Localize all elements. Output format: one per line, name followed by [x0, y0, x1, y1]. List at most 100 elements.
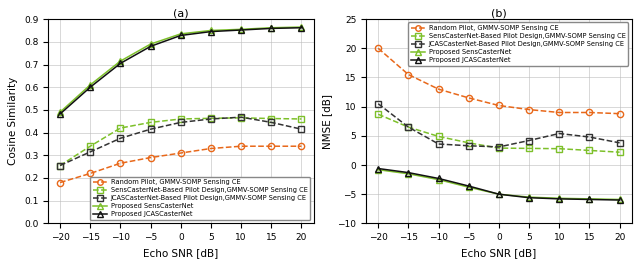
- Proposed SensCasterNet: [586, 197, 593, 201]
- JCASCasterNet-Based Pilot Design,GMMV-SOMP Sensing CE: [616, 141, 623, 144]
- JCASCasterNet-Based Pilot Design,GMMV-SOMP Sensing CE: [237, 115, 245, 119]
- Proposed JCASCasterNet: [525, 196, 533, 199]
- SensCasterNet-Based Pilot Design,GMMV-SOMP Sensing CE: [116, 126, 124, 130]
- SensCasterNet-Based Pilot Design,GMMV-SOMP Sensing CE: [435, 135, 442, 138]
- JCASCasterNet-Based Pilot Design,GMMV-SOMP Sensing CE: [435, 142, 442, 146]
- Proposed SensCasterNet: [56, 111, 64, 114]
- Line: SensCasterNet-Based Pilot Design,GMMV-SOMP Sensing CE: SensCasterNet-Based Pilot Design,GMMV-SO…: [57, 115, 305, 169]
- Proposed JCASCasterNet: [237, 28, 245, 32]
- Proposed SensCasterNet: [616, 198, 623, 201]
- Line: Random Pilot, GMMV-SOMP Sensing CE: Random Pilot, GMMV-SOMP Sensing CE: [375, 45, 623, 117]
- Random Pilot, GMMV-SOMP Sensing CE: [237, 145, 245, 148]
- SensCasterNet-Based Pilot Design,GMMV-SOMP Sensing CE: [207, 117, 215, 120]
- JCASCasterNet-Based Pilot Design,GMMV-SOMP Sensing CE: [525, 139, 533, 142]
- Random Pilot, GMMV-SOMP Sensing CE: [616, 112, 623, 115]
- Random Pilot, GMMV-SOMP Sensing CE: [116, 162, 124, 165]
- Proposed JCASCasterNet: [465, 184, 472, 188]
- Y-axis label: Cosine Similarity: Cosine Similarity: [8, 77, 19, 165]
- Proposed JCASCasterNet: [556, 197, 563, 201]
- Proposed SensCasterNet: [525, 196, 533, 199]
- SensCasterNet-Based Pilot Design,GMMV-SOMP Sensing CE: [86, 145, 94, 148]
- Random Pilot, GMMV-SOMP Sensing CE: [56, 181, 64, 184]
- JCASCasterNet-Based Pilot Design,GMMV-SOMP Sensing CE: [495, 145, 503, 148]
- Proposed JCASCasterNet: [56, 113, 64, 116]
- Line: JCASCasterNet-Based Pilot Design,GMMV-SOMP Sensing CE: JCASCasterNet-Based Pilot Design,GMMV-SO…: [375, 101, 623, 150]
- Proposed SensCasterNet: [298, 26, 305, 29]
- Proposed SensCasterNet: [237, 28, 245, 31]
- Y-axis label: NMSE [dB]: NMSE [dB]: [322, 94, 332, 149]
- Legend: Random Pilot, GMMV-SOMP Sensing CE, SensCasterNet-Based Pilot Design,GMMV-SOMP S: Random Pilot, GMMV-SOMP Sensing CE, Sens…: [90, 177, 310, 220]
- Proposed JCASCasterNet: [616, 198, 623, 202]
- Proposed JCASCasterNet: [404, 171, 412, 174]
- Proposed SensCasterNet: [556, 197, 563, 200]
- SensCasterNet-Based Pilot Design,GMMV-SOMP Sensing CE: [495, 147, 503, 150]
- Proposed JCASCasterNet: [86, 86, 94, 89]
- SensCasterNet-Based Pilot Design,GMMV-SOMP Sensing CE: [268, 117, 275, 120]
- Proposed JCASCasterNet: [177, 34, 184, 37]
- SensCasterNet-Based Pilot Design,GMMV-SOMP Sensing CE: [616, 151, 623, 154]
- X-axis label: Echo SNR [dB]: Echo SNR [dB]: [461, 248, 536, 258]
- Random Pilot, GMMV-SOMP Sensing CE: [495, 104, 503, 107]
- Proposed JCASCasterNet: [374, 167, 382, 170]
- SensCasterNet-Based Pilot Design,GMMV-SOMP Sensing CE: [374, 113, 382, 116]
- Proposed SensCasterNet: [177, 32, 184, 35]
- JCASCasterNet-Based Pilot Design,GMMV-SOMP Sensing CE: [177, 121, 184, 124]
- Proposed JCASCasterNet: [298, 26, 305, 29]
- Proposed JCASCasterNet: [495, 193, 503, 196]
- Random Pilot, GMMV-SOMP Sensing CE: [556, 111, 563, 114]
- Proposed JCASCasterNet: [586, 198, 593, 201]
- Legend: Random Pilot, GMMV-SOMP Sensing CE, SensCasterNet-Based Pilot Design,GMMV-SOMP S: Random Pilot, GMMV-SOMP Sensing CE, Sens…: [408, 22, 628, 66]
- JCASCasterNet-Based Pilot Design,GMMV-SOMP Sensing CE: [556, 132, 563, 135]
- Proposed JCASCasterNet: [147, 45, 154, 48]
- Random Pilot, GMMV-SOMP Sensing CE: [525, 108, 533, 111]
- Proposed SensCasterNet: [465, 186, 472, 189]
- Random Pilot, GMMV-SOMP Sensing CE: [177, 151, 184, 155]
- JCASCasterNet-Based Pilot Design,GMMV-SOMP Sensing CE: [268, 121, 275, 124]
- JCASCasterNet-Based Pilot Design,GMMV-SOMP Sensing CE: [298, 128, 305, 131]
- Proposed SensCasterNet: [374, 168, 382, 171]
- JCASCasterNet-Based Pilot Design,GMMV-SOMP Sensing CE: [56, 164, 64, 167]
- Proposed SensCasterNet: [404, 172, 412, 175]
- SensCasterNet-Based Pilot Design,GMMV-SOMP Sensing CE: [404, 126, 412, 129]
- Line: Proposed SensCasterNet: Proposed SensCasterNet: [375, 167, 623, 203]
- Proposed SensCasterNet: [86, 83, 94, 86]
- Proposed SensCasterNet: [207, 29, 215, 32]
- Line: Proposed JCASCasterNet: Proposed JCASCasterNet: [57, 25, 305, 117]
- Random Pilot, GMMV-SOMP Sensing CE: [374, 47, 382, 50]
- SensCasterNet-Based Pilot Design,GMMV-SOMP Sensing CE: [465, 141, 472, 144]
- SensCasterNet-Based Pilot Design,GMMV-SOMP Sensing CE: [298, 117, 305, 120]
- SensCasterNet-Based Pilot Design,GMMV-SOMP Sensing CE: [525, 147, 533, 150]
- SensCasterNet-Based Pilot Design,GMMV-SOMP Sensing CE: [177, 117, 184, 120]
- Proposed JCASCasterNet: [207, 30, 215, 33]
- X-axis label: Echo SNR [dB]: Echo SNR [dB]: [143, 248, 218, 258]
- JCASCasterNet-Based Pilot Design,GMMV-SOMP Sensing CE: [147, 128, 154, 131]
- Proposed JCASCasterNet: [268, 27, 275, 30]
- Random Pilot, GMMV-SOMP Sensing CE: [207, 147, 215, 150]
- Title: (a): (a): [173, 8, 189, 18]
- JCASCasterNet-Based Pilot Design,GMMV-SOMP Sensing CE: [86, 150, 94, 153]
- Random Pilot, GMMV-SOMP Sensing CE: [268, 145, 275, 148]
- Proposed JCASCasterNet: [435, 177, 442, 180]
- Proposed SensCasterNet: [268, 26, 275, 29]
- Line: Proposed SensCasterNet: Proposed SensCasterNet: [57, 24, 305, 115]
- Proposed SensCasterNet: [495, 193, 503, 196]
- JCASCasterNet-Based Pilot Design,GMMV-SOMP Sensing CE: [374, 102, 382, 105]
- Random Pilot, GMMV-SOMP Sensing CE: [404, 73, 412, 76]
- Random Pilot, GMMV-SOMP Sensing CE: [86, 172, 94, 175]
- JCASCasterNet-Based Pilot Design,GMMV-SOMP Sensing CE: [207, 117, 215, 120]
- SensCasterNet-Based Pilot Design,GMMV-SOMP Sensing CE: [586, 149, 593, 152]
- Proposed SensCasterNet: [435, 178, 442, 181]
- Proposed SensCasterNet: [116, 60, 124, 63]
- Random Pilot, GMMV-SOMP Sensing CE: [465, 96, 472, 99]
- Proposed SensCasterNet: [147, 43, 154, 46]
- JCASCasterNet-Based Pilot Design,GMMV-SOMP Sensing CE: [404, 126, 412, 129]
- Line: Proposed JCASCasterNet: Proposed JCASCasterNet: [375, 165, 623, 203]
- Line: JCASCasterNet-Based Pilot Design,GMMV-SOMP Sensing CE: JCASCasterNet-Based Pilot Design,GMMV-SO…: [57, 114, 305, 169]
- Random Pilot, GMMV-SOMP Sensing CE: [298, 145, 305, 148]
- JCASCasterNet-Based Pilot Design,GMMV-SOMP Sensing CE: [116, 137, 124, 140]
- Random Pilot, GMMV-SOMP Sensing CE: [586, 111, 593, 114]
- Random Pilot, GMMV-SOMP Sensing CE: [435, 88, 442, 91]
- SensCasterNet-Based Pilot Design,GMMV-SOMP Sensing CE: [147, 121, 154, 124]
- Title: (b): (b): [491, 8, 507, 18]
- Proposed JCASCasterNet: [116, 62, 124, 65]
